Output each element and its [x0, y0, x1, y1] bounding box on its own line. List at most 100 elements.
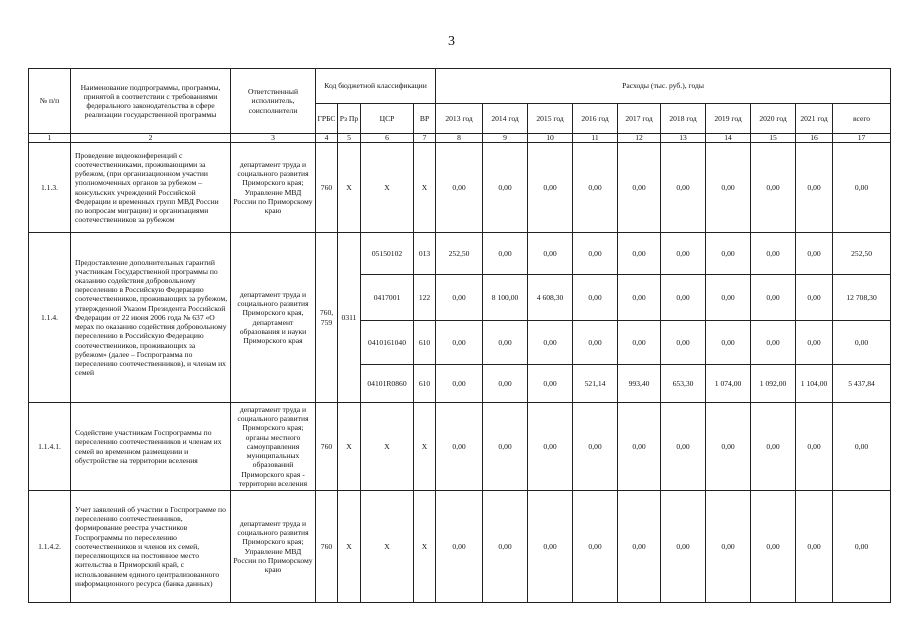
row-value: 252,50 [832, 232, 892, 275]
row-responsible: департамент труда и социального развития… [230, 232, 316, 403]
row-value: 5 437,84 [832, 364, 892, 403]
table-row: 0410161040 610 0,00 0,00 0,00 0,00 0,00 0,00 0,0… [29, 320, 892, 365]
row-number: 1.1.4.1. [28, 402, 71, 491]
page-number: 3 [448, 34, 455, 49]
row-value: 0,00 [705, 402, 752, 491]
column-number: 10 [527, 133, 574, 143]
row-value: 0,00 [482, 232, 529, 275]
row-value: 0,00 [832, 320, 892, 365]
row-value: 1 092,00 [750, 364, 797, 403]
row-responsible: департамент труда и социального развития… [230, 142, 316, 233]
column-number: 1 [28, 133, 71, 143]
row-name: Учет заявлений об участии в Госпрограмме… [70, 490, 231, 603]
row-csr: 05150102 [360, 232, 414, 275]
row-value: 0,00 [795, 402, 834, 491]
row-value: 0,00 [705, 232, 752, 275]
row-value: 653,30 [660, 364, 707, 403]
row-value: 0,00 [435, 142, 484, 233]
row-name: Проведение видеоконференций с соотечеств… [70, 142, 231, 233]
row-value: 0,00 [572, 142, 619, 233]
row-csr: X [360, 142, 414, 233]
row-value: 0,00 [435, 402, 484, 491]
row-value: 0,00 [750, 232, 797, 275]
row-vr: 122 [412, 274, 437, 321]
header-year: 2014 год [482, 103, 529, 134]
row-value: 0,00 [795, 490, 834, 603]
header-year: всего [832, 103, 892, 134]
row-value: 0,00 [795, 232, 834, 275]
column-number: 3 [230, 133, 316, 143]
row-value: 0,00 [482, 402, 529, 491]
row-value: 521,14 [572, 364, 619, 403]
row-value: 0,00 [832, 490, 892, 603]
row-value: 0,00 [660, 142, 707, 233]
table-row: 1.1.3. Проведение видеоконференций с соот… [28, 142, 892, 233]
column-number: 16 [795, 133, 834, 143]
row-value: 0,00 [482, 142, 529, 233]
row-vr: X [412, 490, 437, 603]
row-value: 0,00 [482, 490, 529, 603]
header-year: 2015 год [527, 103, 574, 134]
row-csr: 04101R0860 [360, 364, 414, 403]
row-value: 1 074,00 [705, 364, 752, 403]
row-vr: X [412, 142, 437, 233]
row-value: 0,00 [832, 402, 892, 491]
row-grbs: 760 [315, 402, 338, 491]
header-rzpr: Рз Пр [337, 103, 361, 134]
row-value: 0,00 [482, 364, 529, 403]
row-value: 0,00 [660, 274, 707, 321]
row-value: 0,00 [527, 402, 574, 491]
row-value: 0,00 [750, 402, 797, 491]
row-value: 0,00 [750, 490, 797, 603]
row-rzpr: X [337, 142, 361, 233]
header-year: 2020 год [750, 103, 797, 134]
row-value: 0,00 [705, 142, 752, 233]
row-responsible: департамент труда и социального развития… [230, 402, 316, 491]
column-number: 9 [482, 133, 529, 143]
column-number: 2 [70, 133, 231, 143]
row-grbs: 760, 759 [315, 232, 338, 403]
row-vr: 013 [412, 232, 437, 275]
table-row: 1.1.4.2. Учет заявлений об участии в Госп… [28, 490, 892, 603]
column-number: 6 [360, 133, 414, 143]
row-value: 0,00 [660, 320, 707, 365]
row-value: 0,00 [660, 490, 707, 603]
row-name: Предоставление дополнительных гарантий у… [70, 232, 231, 403]
row-vr: 610 [412, 364, 437, 403]
row-grbs: 760 [315, 142, 338, 233]
table-row: 1.1.4.1. Содействие участникам Госпрограм… [28, 402, 892, 491]
column-number: 5 [337, 133, 361, 143]
row-value: 0,00 [435, 320, 484, 365]
row-value: 0,00 [435, 274, 484, 321]
row-number: 1.1.4. [28, 232, 71, 403]
column-number: 11 [572, 133, 619, 143]
row-value: 0,00 [750, 320, 797, 365]
row-vr: X [412, 402, 437, 491]
row-value: 0,00 [435, 490, 484, 603]
row-value: 0,00 [795, 320, 834, 365]
row-value: 0,00 [527, 490, 574, 603]
row-value: 0,00 [617, 320, 662, 365]
row-name: Содействие участникам Госпрограммы по пе… [70, 402, 231, 491]
header-name: Наименование подпрограммы, программы, пр… [70, 68, 231, 134]
row-value: 0,00 [705, 490, 752, 603]
row-value: 0,00 [572, 402, 619, 491]
row-value: 0,00 [572, 490, 619, 603]
budget-table: № п/п Наименование подпрограммы, програм… [28, 68, 892, 603]
column-number: 13 [660, 133, 707, 143]
header-vr: ВР [412, 103, 437, 134]
row-value: 0,00 [617, 402, 662, 491]
row-value: 0,00 [795, 274, 834, 321]
row-number: 1.1.3. [28, 142, 71, 233]
row-value: 1 104,00 [795, 364, 834, 403]
table-row: 04101R0860 610 0,00 0,00 0,00 521,14 993,40 653… [29, 364, 892, 403]
header-year: 2021 год [795, 103, 834, 134]
row-value: 12 708,30 [832, 274, 892, 321]
row-value: 0,00 [750, 274, 797, 321]
row-value: 0,00 [527, 320, 574, 365]
row-value: 0,00 [617, 142, 662, 233]
row-value: 0,00 [705, 274, 752, 321]
row-rzpr: 0311 [337, 232, 361, 403]
column-number: 15 [750, 133, 797, 143]
row-value: 0,00 [705, 320, 752, 365]
